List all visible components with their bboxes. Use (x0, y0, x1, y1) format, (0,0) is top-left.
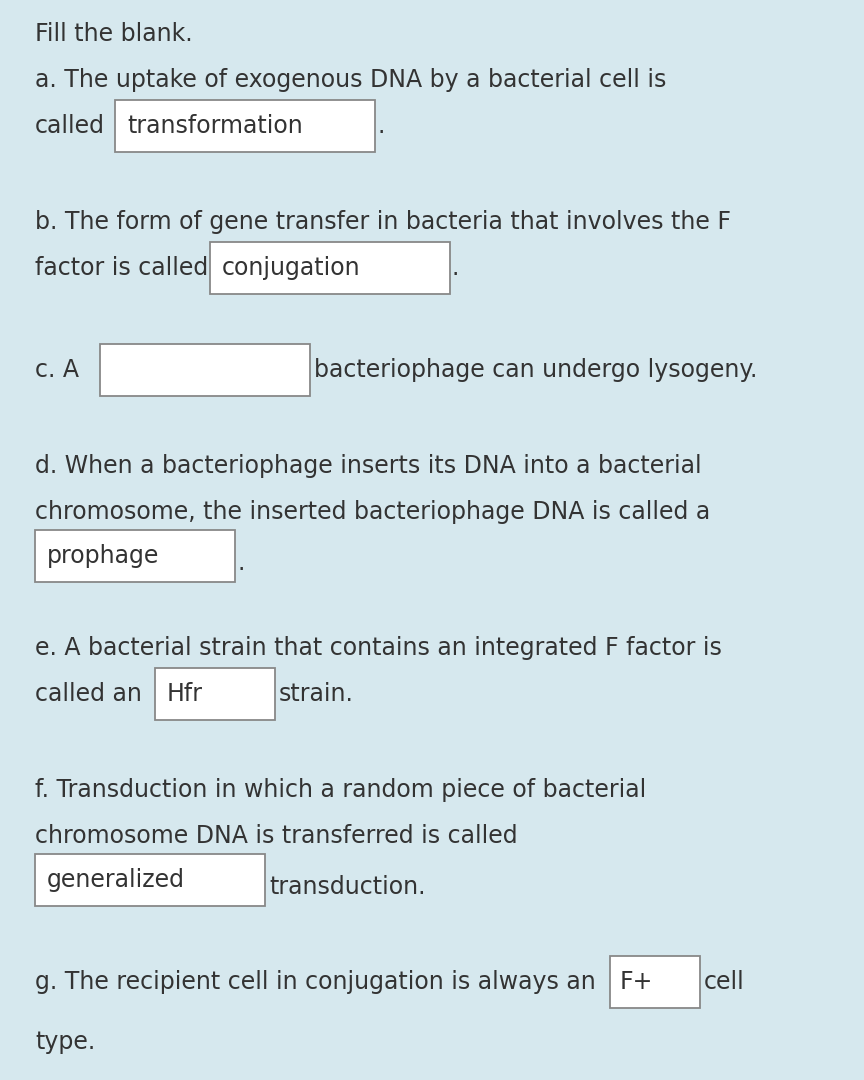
Bar (35, 530, 235, 582)
Text: called an: called an (35, 681, 142, 706)
Bar (210, 242, 450, 294)
Bar (155, 669, 275, 720)
Text: Hfr: Hfr (167, 681, 203, 706)
Text: .: . (377, 114, 384, 138)
Text: f. Transduction in which a random piece of bacterial: f. Transduction in which a random piece … (35, 778, 646, 802)
Bar (115, 100, 375, 152)
Text: c. A: c. A (35, 357, 79, 382)
Text: type.: type. (35, 1030, 95, 1054)
Text: called: called (35, 114, 105, 138)
Text: b. The form of gene transfer in bacteria that involves the F: b. The form of gene transfer in bacteria… (35, 210, 731, 234)
Text: .: . (452, 256, 460, 280)
Bar (35, 854, 265, 906)
Text: prophage: prophage (47, 544, 159, 568)
Bar (610, 956, 700, 1008)
Text: e. A bacterial strain that contains an integrated F factor is: e. A bacterial strain that contains an i… (35, 636, 722, 660)
Text: .: . (237, 551, 245, 575)
Text: F+: F+ (620, 970, 653, 994)
Text: Fill the blank.: Fill the blank. (35, 22, 193, 46)
Text: factor is called: factor is called (35, 256, 208, 280)
Text: strain.: strain. (279, 681, 354, 706)
Text: d. When a bacteriophage inserts its DNA into a bacterial: d. When a bacteriophage inserts its DNA … (35, 454, 702, 478)
Text: cell: cell (704, 970, 745, 994)
Text: transformation: transformation (127, 114, 302, 138)
Text: conjugation: conjugation (222, 256, 360, 280)
Text: chromosome DNA is transferred is called: chromosome DNA is transferred is called (35, 824, 518, 848)
Bar (100, 345, 310, 396)
Text: generalized: generalized (47, 868, 185, 892)
Text: transduction.: transduction. (269, 875, 425, 899)
Text: a. The uptake of exogenous DNA by a bacterial cell is: a. The uptake of exogenous DNA by a bact… (35, 68, 666, 92)
Text: chromosome, the inserted bacteriophage DNA is called a: chromosome, the inserted bacteriophage D… (35, 500, 710, 524)
Text: g. The recipient cell in conjugation is always an: g. The recipient cell in conjugation is … (35, 970, 596, 994)
Text: bacteriophage can undergo lysogeny.: bacteriophage can undergo lysogeny. (314, 357, 758, 382)
